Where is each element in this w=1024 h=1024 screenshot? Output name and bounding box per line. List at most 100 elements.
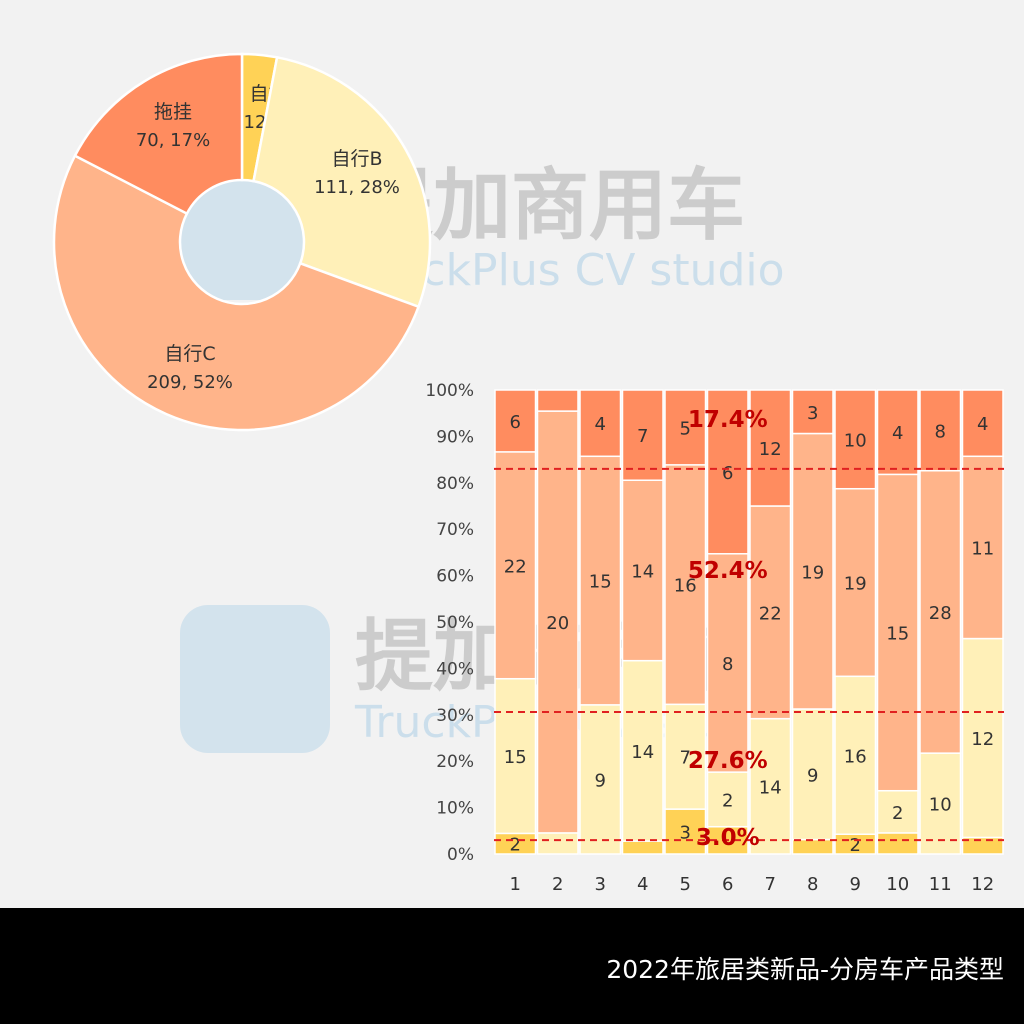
segment-value-label: 4 (595, 414, 606, 435)
bar-segment (749, 389, 792, 507)
x-tick-label: 11 (929, 874, 952, 895)
segment-value-label: 19 (844, 574, 867, 595)
bar-segment (621, 659, 664, 842)
bar-segment (919, 389, 962, 472)
bar-segment (536, 832, 579, 855)
slice-name-label: 拖挂 (154, 101, 192, 123)
segment-value-label: 14 (631, 561, 654, 582)
y-tick-label: 80% (436, 474, 474, 494)
segment-value-label: 11 (971, 538, 994, 559)
y-tick-label: 40% (436, 659, 474, 679)
slice-name-label: 自行B (331, 148, 382, 170)
segment-value-label: 20 (546, 613, 569, 634)
bar-segment (536, 389, 579, 412)
bar-segment (876, 832, 919, 855)
bar-segment (791, 432, 834, 710)
y-tick-label: 0% (447, 845, 474, 865)
x-tick-label: 9 (850, 874, 861, 895)
segment-value-label: 4 (977, 414, 988, 435)
segment-value-label: 12 (971, 729, 994, 750)
bar-segment (791, 389, 834, 435)
segment-value-label: 14 (759, 777, 782, 798)
segment-value-label: 7 (637, 426, 648, 447)
x-tick-label: 1 (510, 874, 521, 895)
share-annotation: 52.4% (688, 558, 768, 584)
segment-value-label: 28 (929, 603, 952, 624)
bar-segment (494, 677, 537, 835)
segment-value-label: 8 (722, 654, 733, 675)
segment-value-label: 3 (680, 823, 691, 844)
x-tick-label: 5 (680, 874, 691, 895)
segment-value-label: 10 (844, 430, 867, 451)
segment-value-label: 2 (510, 835, 521, 856)
bar-segment (579, 704, 622, 855)
segment-value-label: 7 (680, 748, 691, 769)
segment-value-label: 2 (722, 790, 733, 811)
bar-segment (876, 389, 919, 476)
bar-segment (706, 771, 749, 828)
bar-segment (706, 389, 749, 555)
bar-segment (664, 389, 707, 466)
segment-value-label: 15 (504, 747, 527, 768)
segment-value-label: 12 (759, 439, 782, 460)
segment-value-label: 16 (674, 576, 697, 597)
bar-segment (664, 808, 707, 855)
slice-value-label: 111, 28% (314, 177, 400, 198)
segment-value-label: 6 (510, 412, 521, 433)
x-tick-label: 8 (807, 874, 818, 895)
segment-value-label: 2 (892, 803, 903, 824)
bar-segment (579, 455, 622, 706)
bar-segment (834, 389, 877, 490)
segment-value-label: 10 (929, 795, 952, 816)
slice-value-label: 70, 17% (136, 130, 210, 151)
x-tick-label: 12 (971, 874, 994, 895)
segment-value-label: 19 (801, 562, 824, 583)
bar-segment (664, 464, 707, 706)
segment-value-label: 4 (892, 423, 903, 444)
x-tick-label: 4 (637, 874, 648, 895)
bar-segment (621, 479, 664, 662)
bar-segment (494, 451, 537, 680)
segment-value-label: 16 (844, 746, 867, 767)
bar-segment (876, 473, 919, 792)
share-annotation: 3.0% (696, 825, 760, 851)
y-tick-label: 100% (425, 381, 474, 401)
x-tick-label: 6 (722, 874, 733, 895)
bar-segment (876, 789, 919, 834)
segment-value-label: 14 (631, 742, 654, 763)
y-tick-label: 10% (436, 799, 474, 819)
bar-segment (961, 389, 1004, 458)
bar-segment (664, 703, 707, 810)
segment-value-label: 22 (759, 603, 782, 624)
y-tick-label: 60% (436, 567, 474, 587)
segment-value-label: 15 (589, 572, 612, 593)
segment-value-label: 5 (680, 418, 691, 439)
y-tick-label: 70% (436, 520, 474, 540)
bar-segment (791, 838, 834, 855)
segment-value-label: 22 (504, 556, 527, 577)
y-tick-label: 90% (436, 427, 474, 447)
segment-value-label: 9 (595, 770, 606, 791)
segment-value-label: 15 (886, 624, 909, 645)
segment-value-label: 9 (807, 765, 818, 786)
footer-bar: 2022年旅居类新品-分房车产品类型 (0, 908, 1024, 1024)
segment-value-label: 6 (722, 463, 733, 484)
bar-segment (706, 553, 749, 773)
slice-value-label: 209, 52% (147, 372, 233, 393)
x-tick-label: 10 (886, 874, 909, 895)
y-tick-label: 30% (436, 706, 474, 726)
bar-segment (494, 389, 537, 453)
donut-slice (52, 154, 421, 432)
segment-value-label: 3 (807, 403, 818, 424)
bar-segment (579, 389, 622, 458)
bar-segment (919, 752, 962, 855)
bar-segment (834, 675, 877, 836)
segment-value-label: 8 (935, 421, 946, 442)
x-tick-label: 3 (595, 874, 606, 895)
y-tick-label: 20% (436, 752, 474, 772)
share-annotation: 17.4% (688, 407, 768, 433)
share-annotation: 27.6% (688, 748, 768, 774)
bar-segment (834, 487, 877, 678)
bar-segment (621, 840, 664, 855)
